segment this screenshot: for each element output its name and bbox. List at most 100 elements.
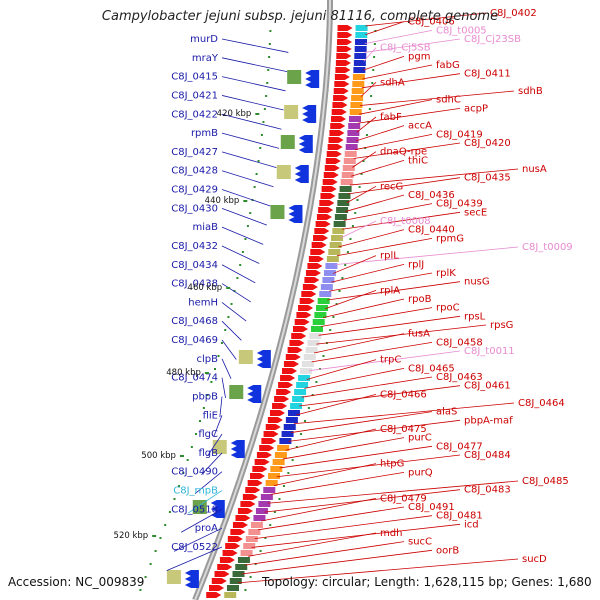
leader-line <box>237 558 519 584</box>
leader-line <box>355 125 405 142</box>
leader-line <box>358 107 461 124</box>
gene-label: sdhA <box>380 77 405 88</box>
forward-gene-arrow <box>326 151 342 157</box>
tick-mark <box>335 303 338 305</box>
tick-mark <box>177 485 180 487</box>
gene-function-bar <box>268 473 281 479</box>
gene-label: nusA <box>522 164 547 175</box>
forward-gene-arrow <box>331 109 347 115</box>
leader-line <box>360 82 377 97</box>
gene-function-bar <box>263 487 276 493</box>
gene-function-bar <box>277 445 290 451</box>
tick-mark <box>371 82 374 84</box>
leader-line <box>331 263 405 283</box>
gene-label: C8J_0474 <box>171 373 218 384</box>
gene-label: C8J_0415 <box>171 72 218 83</box>
gene-function-bar <box>272 459 285 465</box>
reverse-gene-arrow <box>305 70 320 76</box>
gene-label: secE <box>464 207 487 218</box>
leader-line <box>306 359 377 380</box>
gene-label: rpsG <box>490 320 513 331</box>
gene-label: rplK <box>436 268 456 279</box>
leader-line <box>335 246 519 265</box>
reverse-gene-arrow <box>256 356 271 362</box>
leader-line <box>342 211 461 230</box>
leader-line <box>309 350 461 372</box>
gene-function-bar <box>310 326 323 332</box>
tick-mark <box>299 433 302 435</box>
forward-gene-arrow <box>305 270 321 276</box>
forward-gene-arrow <box>311 242 327 248</box>
leader-line <box>282 437 405 460</box>
tick-mark <box>349 238 352 240</box>
tick-mark <box>282 485 285 487</box>
leader-line <box>241 549 433 575</box>
leader-line <box>270 471 405 495</box>
gene-function-bar <box>166 570 181 584</box>
gene-function-bar <box>253 515 266 521</box>
gene-function-bar <box>355 39 368 45</box>
tick-mark <box>287 472 290 474</box>
leader-line <box>291 411 433 433</box>
forward-gene-arrow <box>272 403 288 409</box>
tick-mark <box>311 394 314 396</box>
leader-line <box>221 207 268 226</box>
leader-line <box>244 541 405 566</box>
gene-label: sdhB <box>518 86 543 97</box>
reverse-gene-arrow <box>298 147 313 153</box>
tick-mark <box>154 550 157 552</box>
gene-function-bar <box>229 578 242 584</box>
tick-mark <box>338 290 341 292</box>
tick-mark <box>227 316 230 318</box>
tick-mark <box>370 95 373 97</box>
forward-gene-arrow <box>336 53 352 59</box>
leader-line <box>173 527 223 552</box>
gene-function-bar <box>280 135 295 149</box>
leader-line <box>340 220 377 239</box>
leader-line <box>353 142 461 159</box>
tick-mark <box>362 160 365 162</box>
leader-line <box>187 490 223 514</box>
reverse-gene-arrow <box>184 582 199 588</box>
gene-function-bar <box>314 312 327 318</box>
tick-mark <box>149 563 152 565</box>
forward-gene-arrow <box>282 368 298 374</box>
gene-label: flgC <box>198 429 218 440</box>
forward-gene-arrow <box>237 508 253 514</box>
leader-line <box>221 113 282 130</box>
leader-line <box>221 132 280 149</box>
gene-label: C8J_t0009 <box>522 242 573 253</box>
forward-gene-arrow <box>245 487 261 493</box>
kbp-ruler: 420 kbp 440 kbp 460 kbp 480 kbp 500 kbp 520 k… <box>114 109 260 541</box>
reverse-gene-arrow <box>184 576 199 582</box>
forward-gene-arrow <box>240 501 256 507</box>
forward-gene-arrow <box>302 284 318 290</box>
tick-mark <box>358 186 361 188</box>
forward-gene-arrow <box>320 193 336 199</box>
leader-line <box>221 57 288 73</box>
leader-line <box>354 133 433 151</box>
gene-function-bar <box>235 564 248 570</box>
tick-mark <box>255 173 258 175</box>
forward-gene-arrow <box>323 172 339 178</box>
gene-label: dnaQ-rpe <box>380 147 427 158</box>
leader-line <box>359 99 433 115</box>
leader-line <box>349 168 519 186</box>
gene-function-bar <box>301 361 314 367</box>
forward-gene-arrow <box>316 214 332 220</box>
gene-label: C8J_0464 <box>518 398 565 409</box>
gene-function-bar <box>352 74 365 80</box>
gene-label: C8J_0440 <box>408 225 455 236</box>
gene-label: C8J_0434 <box>171 260 218 271</box>
tick-mark <box>264 537 267 539</box>
tick-mark <box>332 316 335 318</box>
tick-mark <box>190 446 193 448</box>
gene-label: pbpB <box>192 391 218 402</box>
tick-mark <box>173 498 176 500</box>
reverse-gene-arrow <box>230 452 245 458</box>
tick-mark <box>182 472 185 474</box>
gene-label: acpP <box>464 103 488 114</box>
tick-mark <box>373 43 376 45</box>
gene-label: C8J_0483 <box>464 485 511 496</box>
leader-line <box>301 376 433 398</box>
